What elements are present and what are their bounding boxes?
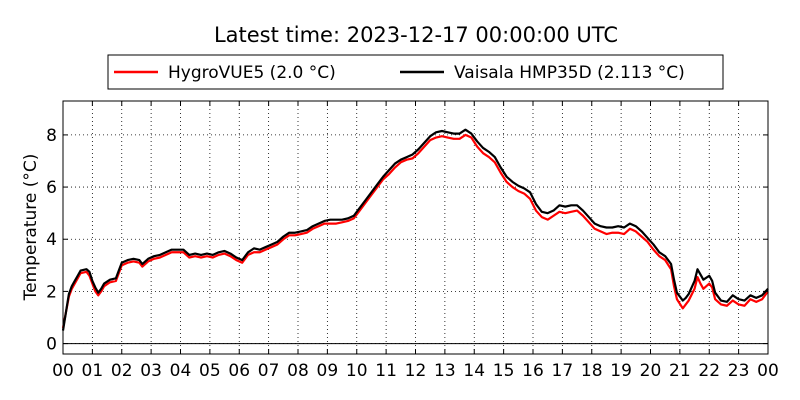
x-tick-label: 00 bbox=[52, 361, 74, 381]
x-tick-label: 02 bbox=[111, 361, 133, 381]
series-lines bbox=[61, 128, 769, 331]
x-tick-label: 23 bbox=[728, 361, 750, 381]
y-tick-label: 6 bbox=[46, 178, 57, 198]
x-tick-label: 05 bbox=[199, 361, 221, 381]
y-tick-label: 8 bbox=[46, 126, 57, 146]
y-tick-label: 4 bbox=[46, 230, 57, 250]
x-tick-label: 18 bbox=[581, 361, 603, 381]
x-tick-label: 22 bbox=[698, 361, 720, 381]
x-tick-label: 19 bbox=[610, 361, 632, 381]
y-axis-label: Temperature (°C) bbox=[21, 154, 41, 302]
plot-background bbox=[63, 101, 768, 354]
y-tick-label: 0 bbox=[46, 335, 57, 355]
x-tick-label: 21 bbox=[669, 361, 691, 381]
x-tick-label: 06 bbox=[228, 361, 250, 381]
x-tick-label: 04 bbox=[170, 361, 192, 381]
x-tick-label: 16 bbox=[522, 361, 544, 381]
x-tick-label: 13 bbox=[434, 361, 456, 381]
x-tick-label: 10 bbox=[346, 361, 368, 381]
x-tick-label: 17 bbox=[552, 361, 574, 381]
x-tick-label: 15 bbox=[493, 361, 515, 381]
x-tick-label: 01 bbox=[82, 361, 104, 381]
x-tick-label: 07 bbox=[258, 361, 280, 381]
x-tick-label: 14 bbox=[463, 361, 485, 381]
legend-label-1: HygroVUE5 (2.0 °C) bbox=[168, 63, 336, 83]
x-tick-label: 08 bbox=[287, 361, 309, 381]
series-line-1 bbox=[61, 133, 769, 329]
y-axis: 0 2 4 6 8 bbox=[46, 126, 768, 355]
legend-label-2: Vaisala HMP35D (2.113 °C) bbox=[454, 63, 685, 83]
plot-area bbox=[61, 100, 769, 355]
y-tick-label: 2 bbox=[46, 282, 57, 302]
x-tick-label: 00 bbox=[757, 361, 779, 381]
x-tick-label: 03 bbox=[140, 361, 162, 381]
series-line-2 bbox=[61, 128, 769, 331]
x-tick-label: 09 bbox=[317, 361, 339, 381]
chart-title: Latest time: 2023-12-17 00:00:00 UTC bbox=[214, 23, 618, 47]
legend: HygroVUE5 (2.0 °C) Vaisala HMP35D (2.113 … bbox=[107, 54, 724, 90]
x-tick-label: 20 bbox=[640, 361, 662, 381]
x-axis: 00 01 02 03 04 05 06 07 08 09 10 11 12 13 14 15 16 17 18 19… bbox=[52, 101, 779, 381]
x-tick-label: 11 bbox=[375, 361, 397, 381]
x-tick-label: 12 bbox=[405, 361, 427, 381]
